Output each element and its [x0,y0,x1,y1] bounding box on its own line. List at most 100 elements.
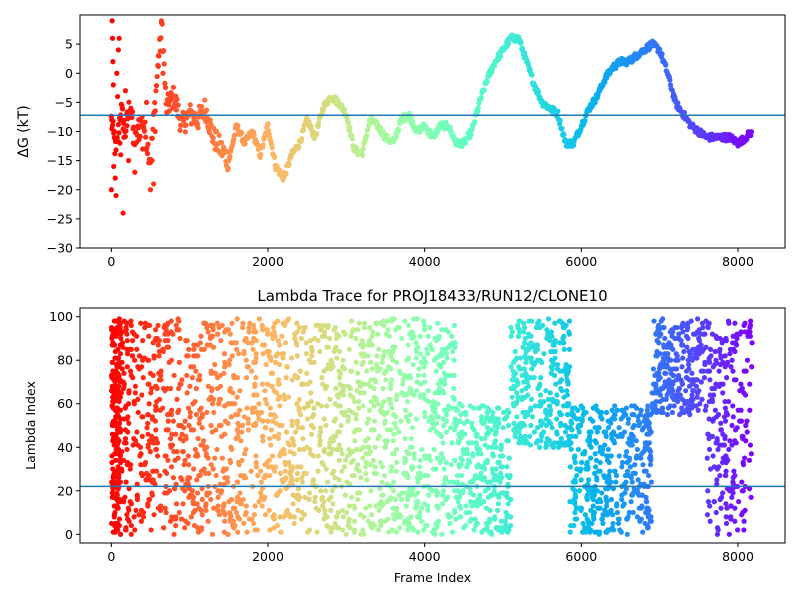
lambda-point [187,414,193,420]
lambda-point [605,425,611,431]
lambda-point [413,355,419,361]
lambda-point [368,488,374,494]
lambda-point [264,348,270,355]
lambda-point [740,433,746,439]
lambda-point [318,488,324,494]
lambda-point [506,455,512,461]
lambda-point [465,440,472,446]
delta-g-point [142,119,148,125]
delta-g-point [497,53,504,59]
lambda-point [681,409,687,416]
lambda-point [121,383,127,389]
lambda-point [246,329,252,335]
lambda-point [492,516,498,522]
lambda-point [514,390,520,396]
lambda-point [457,505,464,511]
lambda-point [630,509,636,516]
lambda-point [390,438,396,444]
lambda-point [626,435,633,442]
lambda-point [709,396,715,402]
lambda-point [218,338,224,344]
lambda-point [337,381,343,387]
lambda-point [168,318,174,324]
lambda-point [195,529,202,535]
lambda-point [305,381,311,387]
lambda-point [559,388,565,394]
lambda-point [195,435,201,442]
lambda-point [527,407,534,413]
lambda-point [578,505,584,511]
lambda-point [263,361,269,368]
lambda-point [328,366,334,372]
lambda-point [295,507,301,513]
delta-g-point [109,122,116,129]
lambda-point [327,440,333,446]
lambda-point [450,348,456,355]
lambda-point [381,353,387,359]
lambda-point [498,444,504,450]
lambda-point [174,449,180,455]
lambda-point [349,368,355,374]
lambda-point [319,403,325,409]
lambda-point [487,516,493,522]
delta-g-point [153,83,160,89]
lambda-point [108,388,115,394]
lambda-point [381,348,387,355]
lambda-point [426,492,432,498]
lambda-point [726,531,732,537]
lambda-point [121,440,128,446]
lambda-point [692,346,698,352]
delta-g-point [109,35,116,41]
lambda-point [198,333,204,339]
lambda-point [455,499,461,505]
lambda-point [610,438,617,444]
lambda-point [148,390,154,396]
lambda-point [235,479,241,485]
lambda-point [383,331,389,337]
lambda-point [549,348,556,355]
delta-g-point [177,127,183,133]
lambda-point [140,338,146,344]
lambda-point [211,409,217,416]
lambda-point [438,433,444,439]
lambda-point [712,407,718,413]
lambda-point [474,446,481,453]
lambda-point [253,351,259,357]
lambda-point [309,353,315,359]
lambda-point [531,375,537,381]
delta-g-point [114,70,120,76]
lambda-point [203,451,209,457]
lambda-point [277,422,283,429]
lambda-point [177,335,183,342]
lambda-point [536,403,543,409]
lambda-point [658,409,664,416]
lambda-point [679,364,685,370]
lambda-point [363,459,369,466]
lambda-point [386,348,392,355]
lambda-point [569,420,575,426]
lambda-point [113,525,119,531]
lambda-point [320,503,326,509]
lambda-point [522,433,528,439]
lambda-point [579,416,585,422]
delta-g-point [149,135,155,141]
lambda-point [234,375,241,381]
lambda-point [187,492,193,498]
lambda-point [464,418,470,424]
lambda-point [721,414,728,420]
lambda-point [389,464,395,470]
lambda-point [495,459,501,466]
delta-g-point [602,79,608,85]
lambda-point [157,472,163,479]
lambda-point [699,320,706,326]
lambda-point [645,418,651,424]
delta-g-point [115,47,121,53]
lambda-point [359,338,365,344]
lambda-point [514,414,520,420]
lambda-point [434,503,440,509]
lambda-point [289,475,295,481]
lambda-point [730,479,736,485]
lambda-point [245,340,251,346]
lambda-point [360,455,366,461]
lambda-point [227,518,233,524]
